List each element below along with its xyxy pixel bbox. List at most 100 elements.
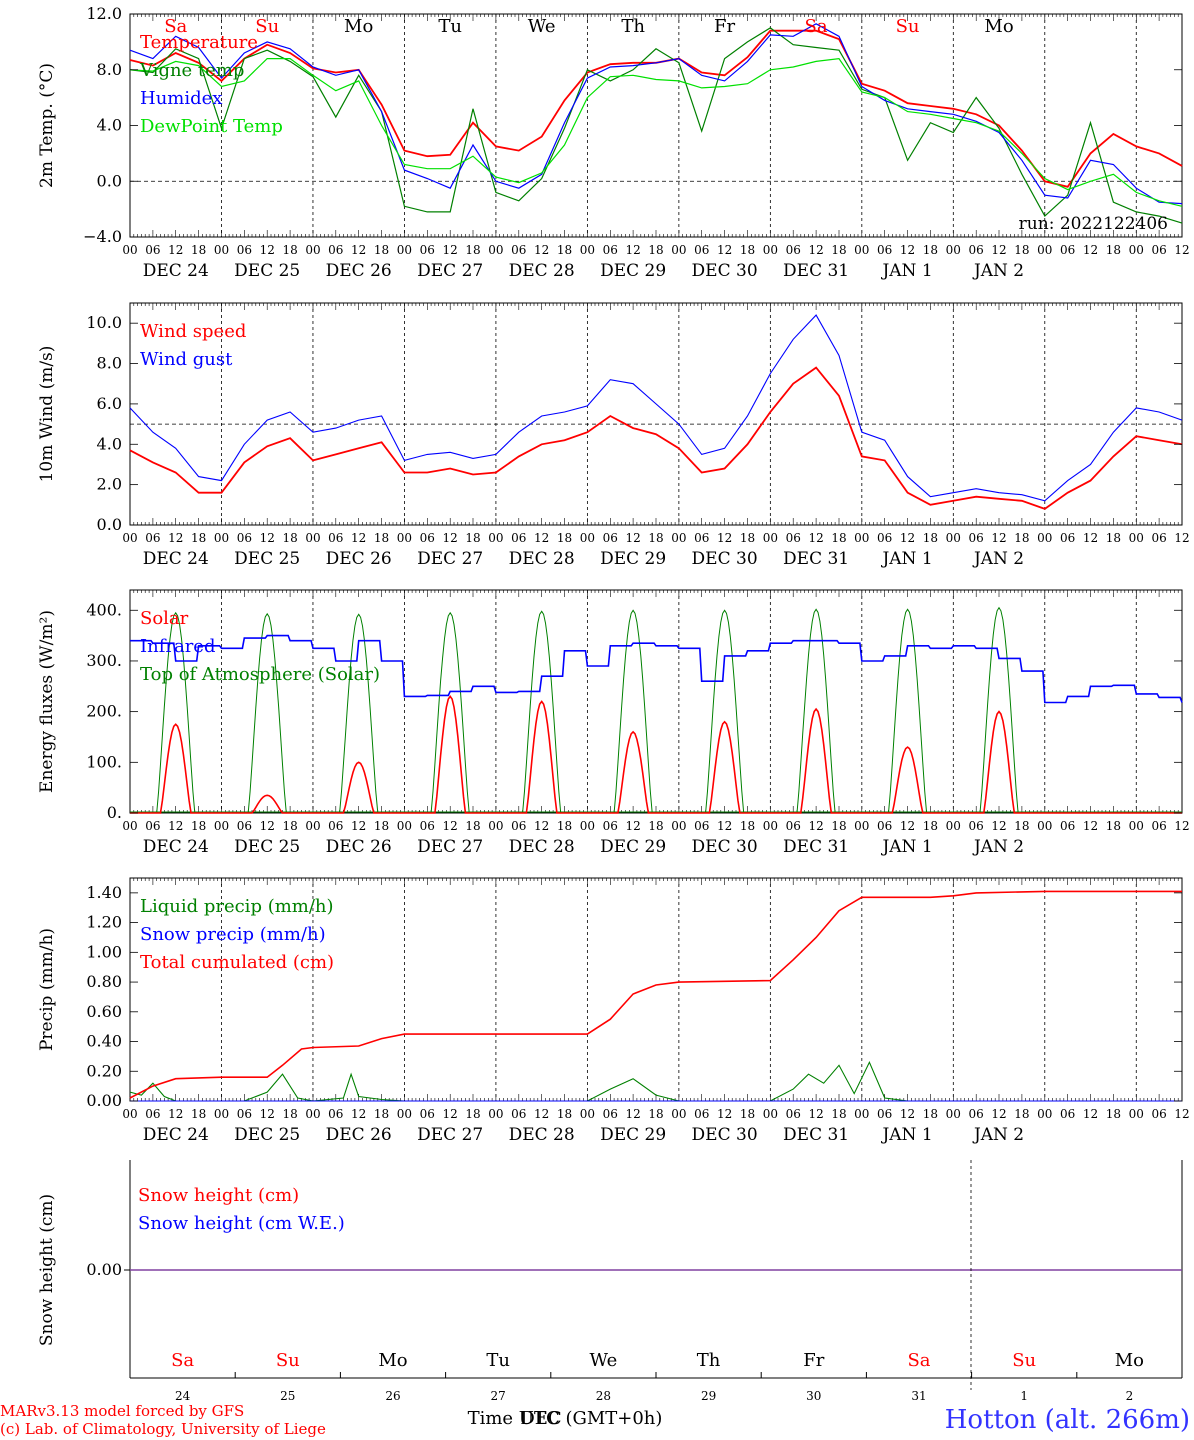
hour-ticks bbox=[129, 590, 1183, 813]
hour-tick-label: 12 bbox=[625, 531, 640, 545]
hour-tick-label: 12 bbox=[808, 819, 823, 833]
hour-tick-label: 18 bbox=[374, 819, 389, 833]
date-label: DEC 24 bbox=[143, 837, 209, 857]
hour-tick-label: 12 bbox=[443, 531, 458, 545]
hour-tick-label: 18 bbox=[831, 243, 846, 257]
hour-tick-label: 00 bbox=[305, 243, 320, 257]
hour-tick-label: 00 bbox=[1037, 243, 1052, 257]
hour-tick-label: 06 bbox=[1151, 531, 1166, 545]
hour-tick-label: 18 bbox=[740, 819, 755, 833]
y-tick-label: 6.0 bbox=[97, 394, 122, 413]
hour-tick-label: 06 bbox=[694, 531, 709, 545]
hour-tick-label: 18 bbox=[831, 1107, 846, 1121]
hour-tick-label: 18 bbox=[1014, 1107, 1029, 1121]
bottom-weekday-label: Tu bbox=[486, 1350, 510, 1371]
hour-tick-label: 00 bbox=[214, 819, 229, 833]
y-tick-label: 100. bbox=[86, 752, 122, 771]
solar-series bbox=[130, 695, 1182, 814]
hour-tick-label: 00 bbox=[763, 1107, 778, 1121]
hour-tick-label: 06 bbox=[1060, 531, 1075, 545]
top-weekday-label: Sa bbox=[805, 16, 828, 37]
y-tick-label: 0.00 bbox=[86, 1260, 122, 1279]
legend-entry: Snow precip (mm/h) bbox=[140, 924, 326, 945]
hour-tick-label: 00 bbox=[580, 531, 595, 545]
top-weekday-label: Su bbox=[255, 16, 279, 37]
bottom-weekday-label: Th bbox=[697, 1350, 721, 1371]
hour-tick-label: 00 bbox=[946, 531, 961, 545]
top-weekday-label: Su bbox=[896, 16, 920, 37]
date-label: DEC 30 bbox=[692, 549, 758, 569]
hour-tick-label: 12 bbox=[900, 243, 915, 257]
hour-tick-label: 12 bbox=[1174, 531, 1189, 545]
legend-entry: Humidex bbox=[140, 88, 222, 109]
date-label: JAN 1 bbox=[880, 1125, 932, 1145]
hour-tick-label: 12 bbox=[1083, 1107, 1098, 1121]
date-label: DEC 30 bbox=[692, 1125, 758, 1145]
hour-tick-label: 18 bbox=[923, 531, 938, 545]
hour-tick-label: 06 bbox=[786, 819, 801, 833]
date-label: DEC 25 bbox=[234, 549, 300, 569]
date-label: DEC 30 bbox=[692, 261, 758, 281]
bottom-day-number: 31 bbox=[911, 1389, 926, 1403]
hour-tick-label: 12 bbox=[351, 1107, 366, 1121]
hour-tick-label: 12 bbox=[717, 819, 732, 833]
hour-tick-label: 18 bbox=[465, 1107, 480, 1121]
hour-tick-label: 06 bbox=[1060, 243, 1075, 257]
top-weekday-label: Sa bbox=[164, 16, 187, 37]
legend-entry: Top of Atmosphere (Solar) bbox=[140, 664, 380, 685]
y-tick-label: −4.0 bbox=[83, 227, 122, 246]
hour-tick-label: 12 bbox=[991, 531, 1006, 545]
hour-tick-label: 06 bbox=[1060, 819, 1075, 833]
y-tick-label: 4.0 bbox=[97, 116, 122, 135]
hour-tick-label: 06 bbox=[969, 243, 984, 257]
hour-tick-label: 12 bbox=[625, 819, 640, 833]
legend-entry: Liquid precip (mm/h) bbox=[140, 896, 334, 917]
bottom-weekday-label: Sa bbox=[171, 1350, 194, 1371]
y-tick-label: 0.00 bbox=[86, 1091, 122, 1110]
hour-tick-label: 18 bbox=[1014, 531, 1029, 545]
hour-tick-label: 06 bbox=[786, 1107, 801, 1121]
hour-tick-label: 12 bbox=[534, 531, 549, 545]
footer-credit-lab: (c) Lab. of Climatology, University of L… bbox=[0, 1420, 326, 1438]
date-label: DEC 24 bbox=[143, 549, 209, 569]
date-label: DEC 24 bbox=[143, 261, 209, 281]
y-tick-label: 10.0 bbox=[86, 313, 122, 332]
hour-tick-label: 18 bbox=[831, 819, 846, 833]
y-tick-label: 0.0 bbox=[97, 171, 122, 190]
hour-ticks bbox=[129, 303, 1183, 525]
date-label: DEC 28 bbox=[509, 1125, 575, 1145]
hour-tick-label: 18 bbox=[648, 819, 663, 833]
hour-tick-label: 06 bbox=[328, 243, 343, 257]
bottom-weekday-label: We bbox=[590, 1350, 618, 1371]
date-label: DEC 25 bbox=[234, 1125, 300, 1145]
run-label: run: 2022122406 bbox=[1019, 214, 1168, 234]
legend-entry: DewPoint Temp bbox=[140, 116, 283, 137]
hour-tick-label: 12 bbox=[625, 1107, 640, 1121]
hour-tick-label: 06 bbox=[603, 531, 618, 545]
hour-tick-label: 00 bbox=[763, 243, 778, 257]
hour-tick-label: 06 bbox=[328, 1107, 343, 1121]
y-axis-label: 2m Temp. (°C) bbox=[37, 63, 57, 188]
hour-tick-label: 12 bbox=[808, 1107, 823, 1121]
hour-tick-label: 06 bbox=[145, 819, 160, 833]
hour-tick-label: 18 bbox=[191, 531, 206, 545]
hour-tick-label: 06 bbox=[786, 243, 801, 257]
hour-tick-label: 12 bbox=[717, 1107, 732, 1121]
hour-tick-label: 06 bbox=[237, 1107, 252, 1121]
hour-tick-label: 06 bbox=[511, 243, 526, 257]
temp-series-3 bbox=[129, 57, 1183, 207]
hour-tick-label: 00 bbox=[1037, 1107, 1052, 1121]
hour-tick-label: 00 bbox=[397, 819, 412, 833]
date-label: JAN 1 bbox=[880, 837, 932, 857]
hour-tick-label: 00 bbox=[946, 243, 961, 257]
bottom-day-number: 26 bbox=[385, 1389, 400, 1403]
hour-tick-label: 06 bbox=[145, 531, 160, 545]
y-tick-label: 8.0 bbox=[97, 60, 122, 79]
hour-tick-label: 12 bbox=[991, 819, 1006, 833]
top-weekday-label: Fr bbox=[714, 16, 735, 37]
hour-tick-label: 12 bbox=[1174, 243, 1189, 257]
bottom-weekday-label: Sa bbox=[907, 1350, 930, 1371]
hour-tick-label: 00 bbox=[488, 1107, 503, 1121]
date-label: DEC 26 bbox=[326, 549, 392, 569]
hour-tick-label: 12 bbox=[717, 243, 732, 257]
